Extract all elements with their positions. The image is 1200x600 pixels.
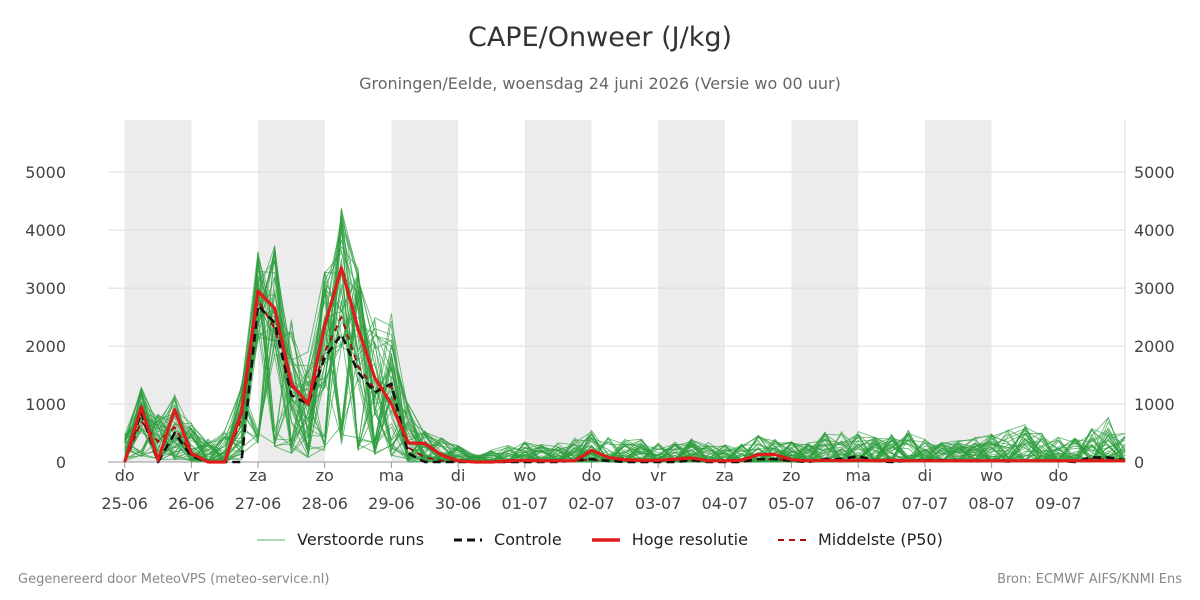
- footer-credit: Gegenereerd door MeteoVPS (meteo-service…: [18, 572, 330, 587]
- x-tick-label-day: wo: [980, 466, 1003, 485]
- y-tick-label-left: 5000: [25, 163, 66, 182]
- x-tick-label-day: ma: [846, 466, 871, 485]
- legend-item-ensemble: Verstoorde runs: [257, 530, 424, 549]
- y-tick-label-right: 1000: [1134, 395, 1175, 414]
- y-tick-label-right: 5000: [1134, 163, 1175, 182]
- x-tick-label-date: 06-07: [835, 494, 882, 513]
- footer-source: Bron: ECMWF AIFS/KNMI Ens: [997, 572, 1182, 587]
- y-tick-label-left: 2000: [25, 337, 66, 356]
- series-line-highres: [123, 266, 1125, 464]
- x-tick-label-date: 27-06: [235, 494, 282, 513]
- x-tick-label-date: 07-07: [902, 494, 949, 513]
- x-tick-label-date: 29-06: [368, 494, 415, 513]
- x-tick-label-date: 05-07: [768, 494, 815, 513]
- day-shade: [391, 120, 459, 462]
- x-tick-label-date: 26-06: [168, 494, 215, 513]
- x-tick-label-date: 28-06: [301, 494, 348, 513]
- x-tick-label-day: di: [918, 466, 933, 485]
- day-shade: [658, 120, 725, 462]
- x-tick-label-date: 02-07: [568, 494, 615, 513]
- legend-swatch-control: [454, 538, 483, 541]
- legend: Verstoorde runs Controle Hoge resolutie …: [0, 530, 1200, 549]
- x-tick-label-date: 01-07: [502, 494, 549, 513]
- y-tick-label-left: 1000: [25, 395, 66, 414]
- x-tick-label-date: 30-06: [435, 494, 482, 513]
- legend-swatch-median: [777, 538, 806, 541]
- y-tick-label-left: 4000: [25, 221, 66, 240]
- y-tick-label-right: 4000: [1134, 221, 1175, 240]
- x-tick-label-day: do: [1048, 466, 1068, 485]
- legend-label-ensemble: Verstoorde runs: [297, 530, 425, 549]
- legend-item-highres: Hoge resolutie: [591, 530, 748, 549]
- x-tick-label-date: 03-07: [635, 494, 682, 513]
- x-tick-label-day: zo: [782, 466, 800, 485]
- y-tick-label-left: 0: [56, 453, 66, 472]
- x-tick-label-day: vr: [650, 466, 666, 485]
- x-tick-label-date: 04-07: [702, 494, 749, 513]
- day-shade: [791, 120, 859, 462]
- x-tick-label-day: za: [249, 466, 267, 485]
- chart-title: CAPE/Onweer (J/kg): [467, 22, 732, 53]
- y-tick-label-right: 3000: [1134, 279, 1175, 298]
- x-tick-label-day: zo: [316, 466, 334, 485]
- x-tick-label-day: do: [115, 466, 135, 485]
- x-tick-label-day: wo: [513, 466, 536, 485]
- day-shade: [924, 120, 992, 462]
- legend-label-highres: Hoge resolutie: [631, 530, 748, 549]
- y-tick-label-right: 2000: [1134, 337, 1175, 356]
- x-tick-label-date: 25-06: [101, 494, 148, 513]
- legend-swatch-ensemble: [257, 539, 286, 540]
- ensemble-member-line: [124, 230, 1126, 463]
- x-tick-label-day: do: [582, 466, 602, 485]
- legend-swatch-highres: [591, 537, 620, 542]
- legend-item-control: Controle: [454, 530, 562, 549]
- x-tick-label-date: 08-07: [968, 494, 1015, 513]
- y-tick-label-right: 0: [1134, 453, 1144, 472]
- chart-subtitle: Groningen/Eelde, woensdag 24 juni 2026 (…: [359, 74, 841, 93]
- x-tick-label-day: ma: [379, 466, 404, 485]
- x-tick-label-day: za: [716, 466, 734, 485]
- legend-label-control: Controle: [494, 530, 562, 549]
- x-tick-label-date: 09-07: [1035, 494, 1082, 513]
- y-tick-label-left: 3000: [25, 279, 66, 298]
- x-tick-label-day: di: [451, 466, 466, 485]
- x-tick-label-day: vr: [183, 466, 199, 485]
- day-shade: [524, 120, 592, 462]
- legend-item-median: Middelste (P50): [777, 530, 943, 549]
- legend-label-median: Middelste (P50): [817, 530, 943, 549]
